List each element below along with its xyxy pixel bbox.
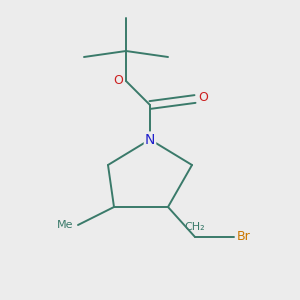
Text: Br: Br — [237, 230, 251, 244]
Text: N: N — [145, 133, 155, 146]
Text: Me: Me — [57, 220, 74, 230]
Text: O: O — [113, 74, 123, 88]
Text: CH₂: CH₂ — [185, 223, 205, 232]
Text: O: O — [198, 91, 208, 104]
